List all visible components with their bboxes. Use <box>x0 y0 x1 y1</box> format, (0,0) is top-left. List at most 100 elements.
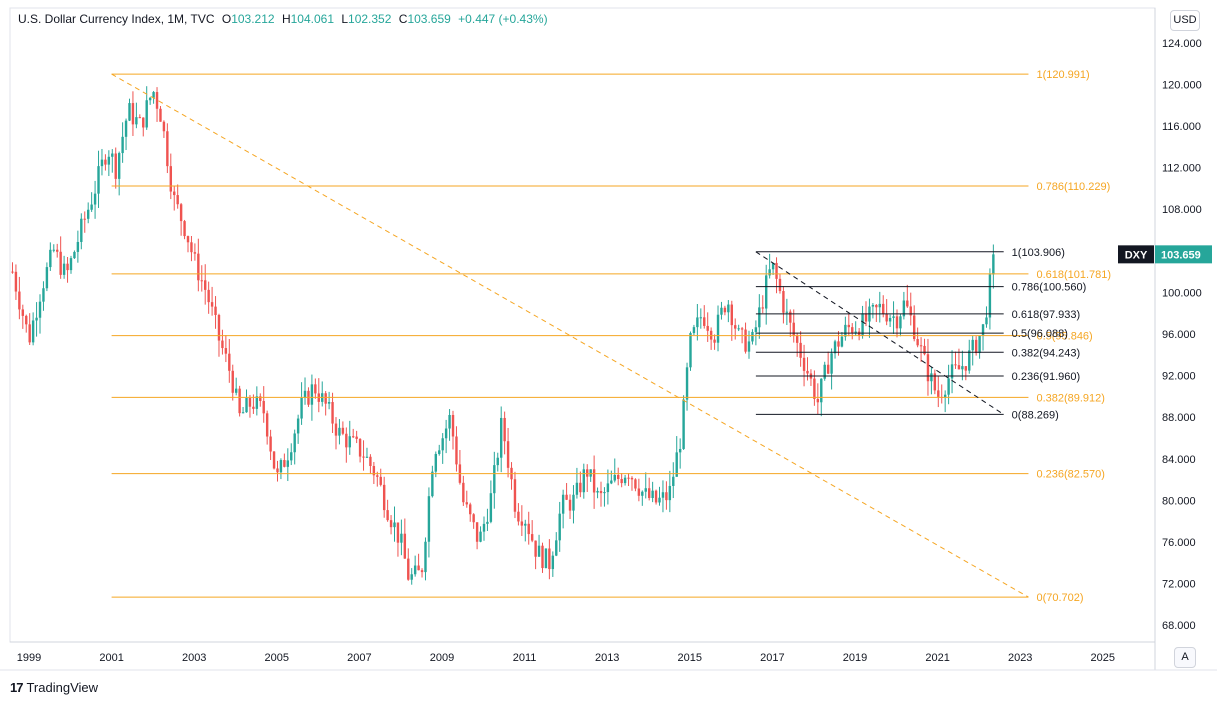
candle-body <box>31 320 35 343</box>
candle-body <box>541 545 544 569</box>
currency-button[interactable]: USD <box>1170 10 1200 31</box>
candle-body <box>802 357 806 371</box>
candle-body <box>840 336 844 347</box>
candle-body <box>988 274 992 318</box>
y-tick-label: 68.000 <box>1162 620 1196 632</box>
candle-body <box>358 438 362 457</box>
x-tick-label: 2019 <box>843 652 867 664</box>
candle-body <box>124 120 128 137</box>
candle-body <box>637 488 641 496</box>
candle-body <box>248 398 252 407</box>
candle-body <box>369 456 372 467</box>
candle-body <box>703 317 706 326</box>
candle-body <box>524 523 527 526</box>
candle-body <box>737 328 740 330</box>
candle-body <box>403 533 407 559</box>
candle-body <box>696 317 699 328</box>
candle-body <box>765 275 768 309</box>
candle-body <box>486 521 489 524</box>
auto-scale-button[interactable]: A <box>1174 647 1196 668</box>
candle-body <box>820 378 823 403</box>
fib-level-label: 0.236(82.570) <box>1036 469 1105 481</box>
candle-body <box>534 540 537 557</box>
x-tick-label: 1999 <box>17 652 41 664</box>
candle-body <box>992 254 995 275</box>
candle-body <box>427 496 431 542</box>
candle-body <box>472 514 475 523</box>
fib-trend-line <box>111 73 1029 598</box>
candle-body <box>634 479 637 489</box>
y-tick-label: 96.000 <box>1162 329 1196 341</box>
candle-body <box>310 384 314 405</box>
candle-body <box>410 574 413 580</box>
x-tick-label: 2015 <box>678 652 702 664</box>
candle-body <box>816 398 820 403</box>
y-tick-label: 124.000 <box>1162 38 1202 50</box>
candle-body <box>627 477 630 479</box>
candle-body <box>59 251 62 275</box>
candle-body <box>131 103 135 125</box>
fib-level-label: 1(103.906) <box>1012 247 1065 259</box>
candle-body <box>262 400 265 414</box>
candle-body <box>90 204 93 210</box>
candle-body <box>128 103 131 121</box>
candle-body <box>107 156 111 165</box>
candle-body <box>365 456 369 458</box>
candle-body <box>221 340 224 349</box>
y-tick-label: 112.000 <box>1162 163 1201 175</box>
candle-body <box>413 565 417 575</box>
high-value: 104.061 <box>290 12 334 26</box>
candle-body <box>25 315 28 325</box>
candle-body <box>38 301 42 318</box>
candle-body <box>555 540 558 556</box>
candle-body <box>912 315 916 340</box>
candle-body <box>121 136 124 154</box>
candle-body <box>730 304 733 326</box>
candle-body <box>279 460 283 473</box>
candle-body <box>276 468 279 473</box>
candle-body <box>672 476 675 486</box>
candle-body <box>568 499 572 511</box>
candle-body <box>933 373 937 391</box>
low-value: 102.352 <box>348 12 392 26</box>
candle-body <box>303 390 307 398</box>
y-tick-label: 88.000 <box>1162 412 1196 424</box>
x-tick-label: 2011 <box>513 652 537 664</box>
candle-body <box>210 302 214 307</box>
candle-body <box>517 511 520 522</box>
tradingview-brand[interactable]: 17 TradingView <box>10 680 98 695</box>
candle-body <box>520 521 524 526</box>
candle-body <box>104 159 107 165</box>
y-tick-label: 84.000 <box>1162 454 1196 466</box>
symbol-tag-bg <box>1118 245 1154 264</box>
candle-body <box>265 413 269 437</box>
candle-body <box>252 406 255 409</box>
candle-body <box>902 300 906 317</box>
candle-body <box>238 388 241 414</box>
candle-body <box>228 353 231 371</box>
candle-body <box>723 307 727 313</box>
candle-body <box>599 490 603 494</box>
candle-body <box>338 427 341 436</box>
candle-body <box>771 262 775 270</box>
candle-body <box>217 314 221 341</box>
candle-body <box>475 522 479 542</box>
tradingview-name: TradingView <box>26 680 99 695</box>
x-tick-label: 2013 <box>595 652 619 664</box>
candle-body <box>775 262 778 279</box>
y-tick-label: 116.000 <box>1162 121 1201 133</box>
y-tick-label: 120.000 <box>1162 79 1202 91</box>
y-tick-label: 72.000 <box>1162 579 1196 591</box>
candle-body <box>455 436 458 465</box>
candle-body <box>155 92 159 109</box>
candle-body <box>142 117 145 128</box>
candle-body <box>813 378 816 399</box>
candle-body <box>950 364 954 379</box>
candle-body <box>734 325 737 329</box>
candle-body <box>111 153 114 157</box>
candle-body <box>906 300 909 307</box>
candle-body <box>80 218 83 242</box>
low-label: L <box>341 12 349 26</box>
candle-body <box>465 502 468 505</box>
